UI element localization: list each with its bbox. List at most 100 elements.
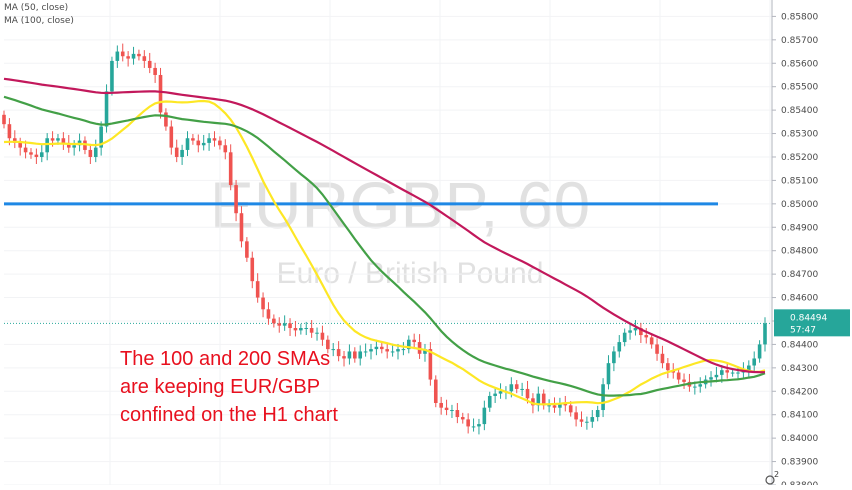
y-tick-label: 0.84200	[781, 387, 818, 397]
candle-body	[131, 53, 136, 59]
annotation-line-3: confined on the H1 chart	[120, 404, 338, 426]
candle-body	[628, 330, 632, 333]
candle-body	[331, 349, 336, 351]
candle-body	[66, 142, 71, 148]
countdown-label: 57:47	[790, 325, 816, 335]
candle-body	[666, 363, 670, 371]
y-tick-label: 0.85200	[781, 153, 818, 163]
candle-body	[736, 372, 740, 374]
y-tick-label: 0.85800	[781, 12, 818, 22]
candle-body	[12, 138, 17, 143]
candle-body	[428, 349, 433, 380]
candle-body	[104, 91, 109, 127]
candle-body	[579, 419, 584, 422]
candle-body	[606, 363, 611, 385]
candle-body	[552, 405, 557, 408]
candle-body	[439, 402, 443, 408]
candle-body	[363, 351, 368, 353]
candle-body	[239, 213, 244, 242]
candle-body	[93, 147, 98, 157]
candle-body	[23, 147, 28, 153]
candle-body	[282, 323, 287, 326]
candle-body	[693, 386, 697, 388]
candle-body	[514, 384, 519, 389]
candle-body	[574, 412, 578, 420]
y-tick-label: 0.83800	[781, 481, 818, 485]
notification-icon[interactable]: 2	[765, 470, 779, 485]
y-tick-label: 0.85300	[781, 130, 818, 140]
candle-body	[622, 332, 627, 343]
y-tick-label: 0.84300	[781, 364, 818, 374]
candle-body	[601, 384, 605, 411]
y-tick-label: 0.85000	[781, 200, 818, 210]
sma-red-line	[3, 77, 765, 374]
candle-body	[709, 377, 713, 380]
annotation-line-1: The 100 and 200 SMAs	[120, 348, 331, 370]
candle-body	[725, 370, 730, 373]
y-tick-label: 0.84400	[781, 340, 818, 350]
candle-body	[401, 349, 406, 351]
candle-body	[142, 56, 147, 61]
price-axis[interactable]: 0.85800 0.85700 0.85600 0.85500 0.85400 0.853…	[771, 0, 852, 490]
candle-body	[482, 407, 487, 425]
candle-body	[169, 126, 174, 148]
y-tick-label: 0.85100	[781, 176, 818, 186]
candle-body	[147, 60, 152, 68]
price-label: 0.84494	[790, 313, 827, 323]
y-tick-label: 0.83900	[781, 458, 818, 468]
annotation-text: The 100 and 200 SMAs are keeping EUR/GBP…	[120, 345, 338, 429]
candle-body	[34, 154, 39, 157]
candle-body	[385, 349, 389, 352]
candle-body	[369, 349, 373, 352]
price-label-box	[774, 309, 850, 337]
candle-body	[763, 323, 767, 345]
candle-body	[617, 342, 622, 352]
legend-ma1: MA (50, close)	[4, 3, 69, 13]
candle-body	[228, 152, 233, 186]
y-tick-label: 0.84000	[781, 434, 818, 444]
candle-body	[255, 281, 260, 298]
candle-body	[676, 372, 681, 380]
candle-body	[493, 393, 497, 396]
candle-body	[460, 417, 465, 420]
candle-body	[277, 323, 282, 326]
candle-body	[358, 351, 363, 359]
y-tick-label: 0.84900	[781, 223, 818, 233]
candle-body	[196, 140, 201, 146]
candle-body	[304, 328, 309, 330]
candle-body	[250, 257, 255, 282]
candle-body	[72, 145, 76, 148]
y-tick-label: 0.85400	[781, 106, 818, 116]
candle-body	[477, 424, 481, 427]
candle-body	[660, 353, 665, 364]
candle-body	[61, 138, 66, 143]
candle-body	[412, 339, 416, 343]
candle-body	[293, 328, 298, 331]
candle-body	[585, 421, 589, 423]
y-tick-label: 0.84800	[781, 247, 818, 257]
candle-body	[714, 374, 719, 378]
candle-body	[450, 410, 454, 412]
candle-body	[498, 391, 503, 394]
candle-body	[347, 351, 352, 359]
candle-body	[541, 393, 546, 406]
candle-body	[320, 332, 325, 340]
candle-body	[272, 318, 276, 324]
axis-background	[772, 0, 852, 485]
candle-body	[639, 328, 643, 336]
candle-body	[342, 356, 346, 359]
candle-body	[568, 405, 573, 413]
candle-body	[520, 388, 524, 390]
candle-body	[433, 379, 438, 403]
candle-body	[201, 142, 206, 146]
candle-body	[396, 349, 400, 352]
y-tick-label: 0.84100	[781, 411, 818, 421]
candle-body	[326, 339, 330, 350]
candle-body	[191, 138, 195, 141]
candle-body	[7, 124, 12, 139]
candle-body	[266, 309, 271, 319]
candle-body	[730, 372, 735, 374]
candle-body	[120, 51, 125, 57]
candle-body	[234, 185, 238, 214]
